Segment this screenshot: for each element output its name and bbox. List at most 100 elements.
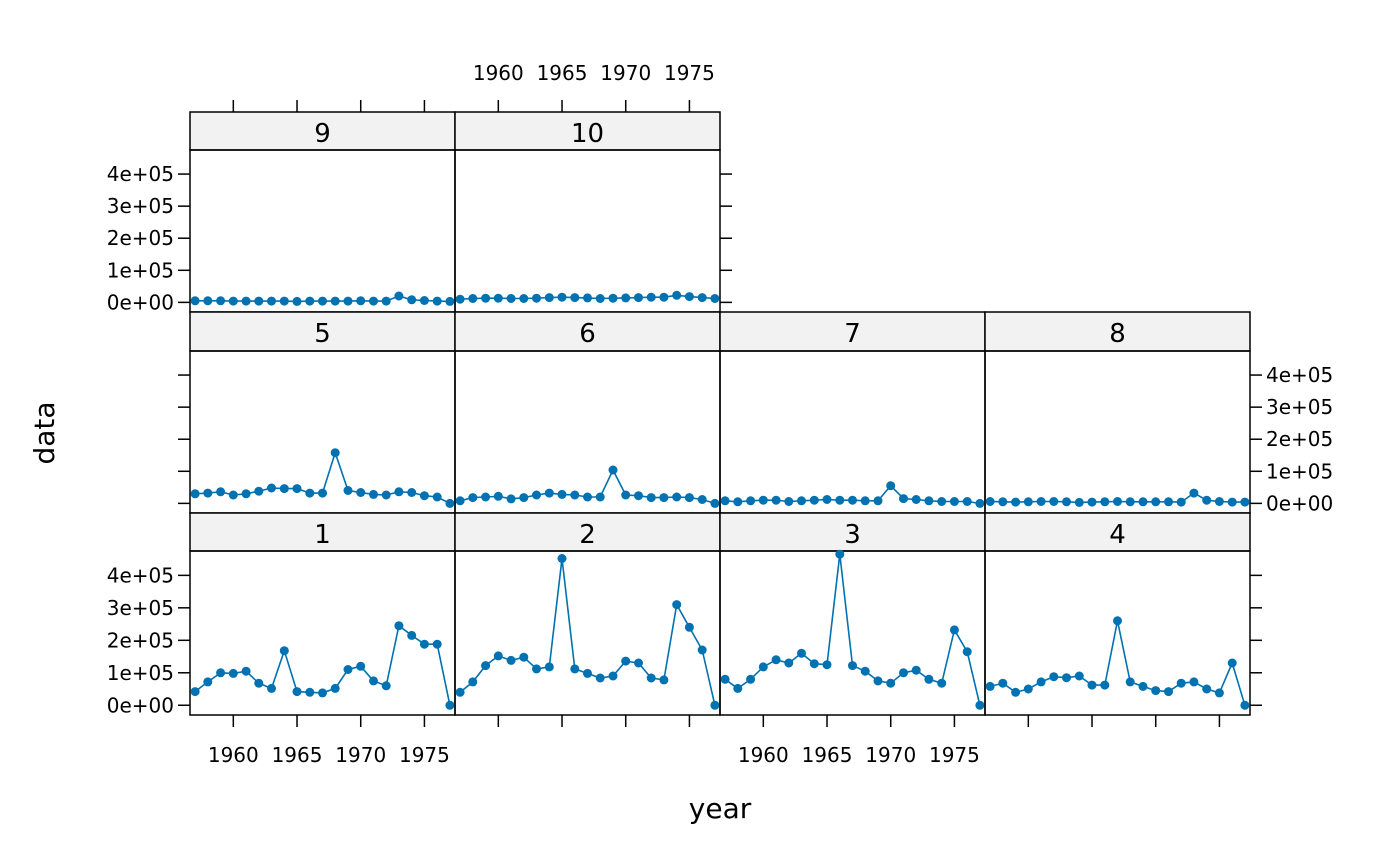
x-tick-label: 1975 xyxy=(929,743,980,767)
data-point-9-1973 xyxy=(394,291,404,301)
data-point-7-1973 xyxy=(924,496,934,506)
data-point-10-1970 xyxy=(621,293,631,303)
x-tick-label: 1960 xyxy=(738,743,789,767)
data-point-2-1973 xyxy=(659,675,669,685)
data-point-5-1970 xyxy=(356,488,366,497)
data-point-6-1967 xyxy=(583,492,592,502)
data-point-3-1961 xyxy=(771,655,781,665)
data-point-9-1958 xyxy=(203,296,213,306)
data-point-3-1977 xyxy=(975,700,985,710)
panel-strip-label-4: 4 xyxy=(1109,520,1126,550)
data-point-10-1973 xyxy=(659,292,669,302)
data-point-10-1965 xyxy=(557,292,567,302)
data-point-5-1962 xyxy=(254,486,264,496)
data-point-5-1972 xyxy=(381,490,391,500)
panel-strip-5 xyxy=(189,311,456,352)
data-point-6-1970 xyxy=(621,490,631,500)
data-point-9-1966 xyxy=(305,296,315,306)
panel-frame-7 xyxy=(719,350,986,514)
data-point-10-1974 xyxy=(672,290,682,300)
data-point-5-1968 xyxy=(330,448,340,458)
data-point-4-1962 xyxy=(1049,672,1059,682)
data-point-8-1968 xyxy=(1125,497,1135,507)
data-point-5-1960 xyxy=(228,490,238,500)
data-point-6-1960 xyxy=(493,491,503,501)
data-point-4-1976 xyxy=(1227,658,1237,668)
data-point-7-1963 xyxy=(797,496,806,506)
data-point-6-1959 xyxy=(481,492,491,502)
panel-strip-label-2: 2 xyxy=(579,520,596,550)
data-point-2-1977 xyxy=(710,700,720,710)
data-point-2-1975 xyxy=(684,622,694,632)
data-point-3-1971 xyxy=(899,668,908,678)
data-point-5-1967 xyxy=(318,488,327,498)
data-point-9-1977 xyxy=(445,296,455,306)
data-point-2-1957 xyxy=(455,687,465,697)
data-point-7-1968 xyxy=(860,496,870,506)
data-point-9-1970 xyxy=(356,296,366,306)
data-point-6-1957 xyxy=(455,496,465,506)
x-axis-title: year xyxy=(689,792,752,825)
data-point-1-1962 xyxy=(254,678,264,688)
data-point-3-1974 xyxy=(937,678,947,688)
data-point-1-1967 xyxy=(318,688,327,698)
data-point-8-1977 xyxy=(1240,497,1250,507)
data-point-6-1968 xyxy=(595,492,605,502)
data-point-4-1968 xyxy=(1125,677,1135,687)
data-point-1-1977 xyxy=(445,700,455,710)
y-tick-label: 0e+00 xyxy=(107,290,174,314)
data-point-4-1958 xyxy=(998,678,1008,688)
data-point-2-1964 xyxy=(544,662,554,672)
data-point-4-1975 xyxy=(1214,688,1224,698)
data-point-3-1963 xyxy=(797,648,806,658)
panel-frame-6 xyxy=(454,350,721,514)
data-point-9-1961 xyxy=(241,296,251,306)
data-point-9-1967 xyxy=(318,296,327,306)
y-tick-label: 1e+05 xyxy=(107,661,174,685)
data-point-4-1970 xyxy=(1151,686,1161,696)
data-point-3-1967 xyxy=(848,661,857,671)
data-point-10-1961 xyxy=(506,294,516,303)
data-point-7-1972 xyxy=(911,495,921,504)
data-point-4-1969 xyxy=(1138,681,1148,691)
data-point-5-1977 xyxy=(445,498,455,508)
panel-frame-4 xyxy=(984,550,1251,716)
data-point-6-1961 xyxy=(506,494,516,504)
data-point-9-1963 xyxy=(267,296,276,306)
data-point-7-1964 xyxy=(809,495,819,505)
data-point-9-1959 xyxy=(216,296,226,306)
panel-strip-4 xyxy=(984,512,1251,552)
data-point-3-1962 xyxy=(784,658,794,668)
y-tick-label: 4e+05 xyxy=(107,162,174,186)
data-point-9-1957 xyxy=(190,296,200,306)
data-point-10-1963 xyxy=(532,293,541,303)
panel-strip-label-7: 7 xyxy=(844,319,861,349)
data-point-7-1974 xyxy=(937,497,947,506)
data-point-7-1975 xyxy=(949,497,959,506)
data-point-10-1962 xyxy=(519,294,529,303)
data-point-5-1961 xyxy=(241,489,251,499)
data-point-5-1974 xyxy=(407,488,417,497)
data-point-10-1966 xyxy=(570,293,580,303)
data-point-6-1958 xyxy=(468,493,478,503)
data-point-3-1958 xyxy=(733,683,743,693)
data-point-6-1973 xyxy=(659,493,669,503)
data-point-7-1966 xyxy=(835,495,845,505)
data-point-7-1958 xyxy=(733,497,743,507)
data-point-4-1974 xyxy=(1202,684,1212,694)
data-point-1-1976 xyxy=(432,639,442,649)
data-point-7-1965 xyxy=(822,495,832,504)
data-point-6-1963 xyxy=(532,490,541,500)
data-point-9-1976 xyxy=(432,296,442,306)
y-tick-label: 4e+05 xyxy=(107,563,174,587)
data-point-4-1971 xyxy=(1164,687,1173,697)
data-point-10-1976 xyxy=(697,293,707,303)
data-point-2-1969 xyxy=(608,671,618,681)
data-point-3-1976 xyxy=(962,647,972,657)
data-point-1-1957 xyxy=(190,687,200,697)
x-tick-label: 1975 xyxy=(399,743,450,767)
data-point-2-1963 xyxy=(532,664,541,674)
data-point-6-1972 xyxy=(646,493,656,503)
x-tick-label: 1960 xyxy=(473,61,524,85)
data-point-10-1977 xyxy=(710,294,720,303)
